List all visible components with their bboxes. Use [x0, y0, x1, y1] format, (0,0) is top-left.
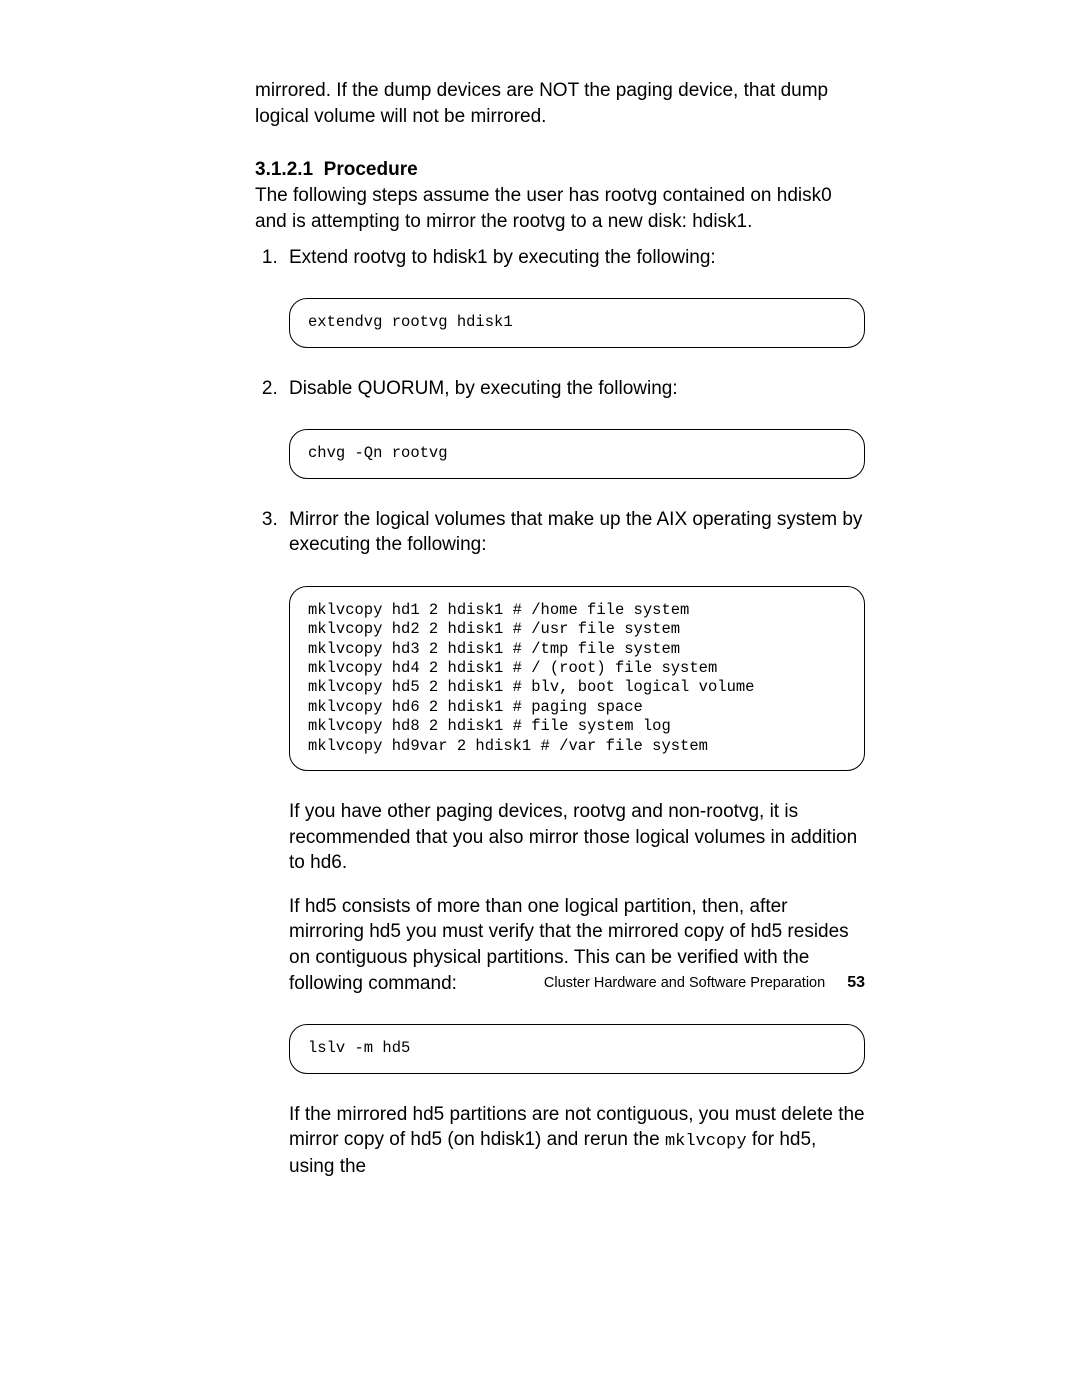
step-3-text: Mirror the logical volumes that make up … — [289, 509, 862, 556]
page-footer: Cluster Hardware and Software Preparatio… — [544, 974, 865, 992]
section-number: 3.1.2.1 — [255, 159, 313, 180]
inline-code-mklvcopy: mklvcopy — [665, 1132, 747, 1151]
step-3-after-3: If the mirrored hd5 partitions are not c… — [289, 1102, 865, 1180]
step-2-code-box: chvg -Qn rootvg — [289, 429, 865, 478]
section-heading: 3.1.2.1 Procedure — [255, 159, 865, 181]
step-2-text: Disable QUORUM, by executing the followi… — [289, 378, 678, 399]
footer-text: Cluster Hardware and Software Preparatio… — [544, 975, 825, 991]
step-3-after-1: If you have other paging devices, rootvg… — [289, 799, 865, 876]
step-1-text: Extend rootvg to hdisk1 by executing the… — [289, 247, 716, 268]
step-3-code-box-2: lslv -m hd5 — [289, 1024, 865, 1073]
page-number: 53 — [847, 974, 865, 991]
step-1: Extend rootvg to hdisk1 by executing the… — [283, 245, 865, 348]
step-2: Disable QUORUM, by executing the followi… — [283, 376, 865, 479]
intro-paragraph: mirrored. If the dump devices are NOT th… — [255, 78, 865, 129]
document-page: mirrored. If the dump devices are NOT th… — [0, 0, 1080, 1397]
step-3: Mirror the logical volumes that make up … — [283, 507, 865, 1180]
step-1-code-box: extendvg rootvg hdisk1 — [289, 298, 865, 347]
section-title: Procedure — [324, 159, 418, 180]
procedure-steps: Extend rootvg to hdisk1 by executing the… — [255, 245, 865, 1180]
section-intro: The following steps assume the user has … — [255, 183, 865, 234]
step-3-code-box: mklvcopy hd1 2 hdisk1 # /home file syste… — [289, 586, 865, 771]
